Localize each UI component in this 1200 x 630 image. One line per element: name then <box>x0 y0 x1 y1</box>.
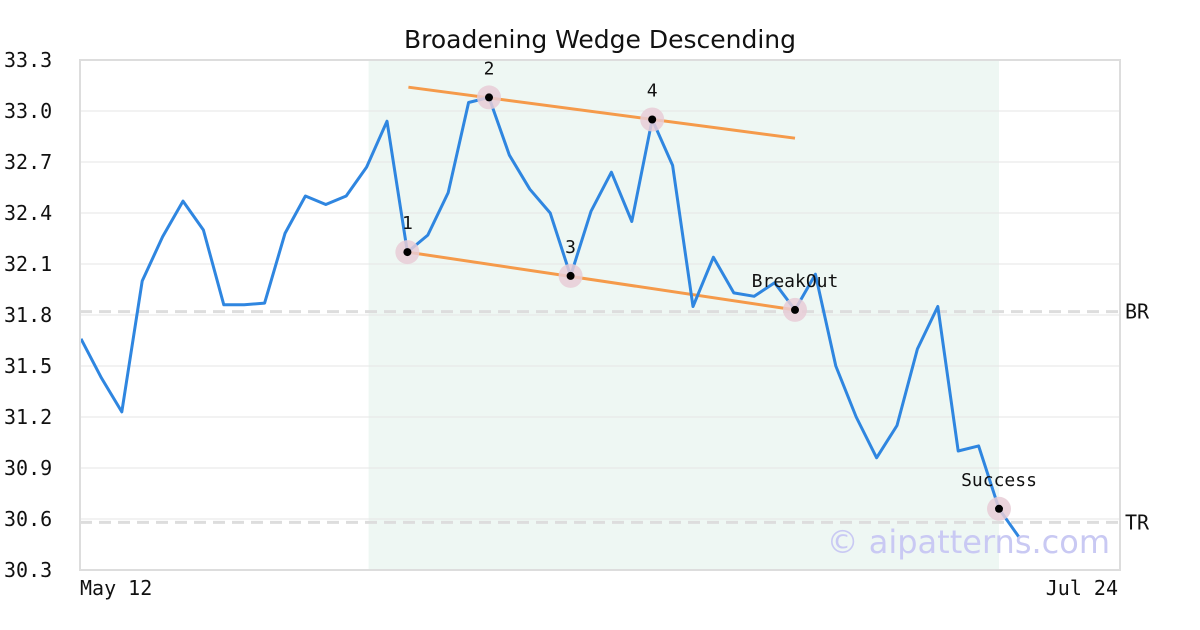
y-tick-label: 30.6 <box>4 507 52 531</box>
level-label: BR <box>1125 300 1150 324</box>
y-tick-label: 31.5 <box>4 354 52 378</box>
y-tick-label: 30.3 <box>4 558 52 582</box>
price-series <box>79 95 1021 539</box>
point-marker <box>566 271 575 280</box>
x-axis-ticks: May 12 Jul 24 <box>80 576 1118 600</box>
plot-frame <box>79 59 1121 571</box>
y-tick-label: 32.7 <box>4 150 52 174</box>
y-tick-label: 30.9 <box>4 456 52 480</box>
point-label: Success <box>961 470 1037 491</box>
point-label: 2 <box>484 58 495 79</box>
watermark: © aipatterns.com <box>827 523 1110 561</box>
point-marker <box>648 115 657 124</box>
pattern-points: 1 2 3 4 BreakOut Success <box>395 58 1037 521</box>
point-marker <box>403 248 412 257</box>
y-tick-label: 32.4 <box>4 201 52 225</box>
wedge-upper-line <box>408 85 796 140</box>
chart-title: Broadening Wedge Descending <box>404 25 796 54</box>
level-label: TR <box>1125 510 1150 534</box>
point-label: BreakOut <box>752 271 839 292</box>
point-label: 3 <box>565 237 576 258</box>
x-tick-label: May 12 <box>80 576 152 600</box>
y-tick-label: 33.3 <box>4 48 52 72</box>
y-tick-label: 32.1 <box>4 252 52 276</box>
point-marker <box>485 93 493 102</box>
y-axis-ticks: 33.3 33.0 32.7 32.4 32.1 31.8 31.5 31.2 30.9 30.6… <box>4 48 52 582</box>
wedge-lower-line <box>407 250 796 312</box>
y-tick-label: 33.0 <box>4 99 52 123</box>
point-marker <box>791 305 799 314</box>
point-label: 4 <box>647 81 658 102</box>
level-lines: BR TR <box>80 300 1150 534</box>
price-line <box>79 95 1021 539</box>
x-tick-label: Jul 24 <box>1046 576 1118 600</box>
wedge-lines <box>407 85 796 312</box>
y-tick-label: 31.2 <box>4 405 52 429</box>
y-tick-label: 31.8 <box>4 303 52 327</box>
point-label: 1 <box>402 213 413 234</box>
point-marker <box>995 504 1003 513</box>
